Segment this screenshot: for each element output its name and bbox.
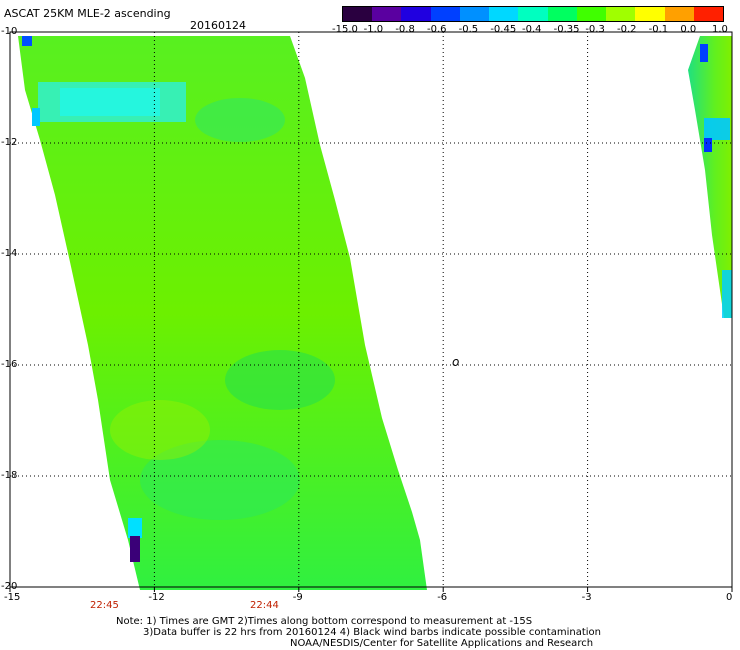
edge-pixel-blue (704, 138, 712, 152)
colorbar-label: -0.45 (490, 24, 517, 35)
x-tick-label: -12 (148, 592, 165, 603)
note-line-3: NOAA/NESDIS/Center for Satellite Applica… (290, 638, 594, 649)
edge-pixel-blue (700, 44, 708, 62)
y-tick-label: -12 (1, 137, 18, 148)
edge-pixel-cyan (722, 270, 732, 318)
colorbar-swatch (693, 7, 724, 21)
time-label: 22:44 (250, 600, 279, 611)
grid-lines (10, 32, 732, 587)
green-band (140, 440, 300, 520)
position-marker: o (452, 355, 459, 369)
colorbar-label: -0.6 (427, 24, 447, 35)
colorbar-swatch (576, 7, 607, 21)
edge-pixel-cyan (704, 118, 730, 140)
note-line-2: 3)Data buffer is 22 hrs from 20160124 4)… (143, 627, 601, 638)
colorbar-label: -15.0 (332, 24, 358, 35)
edge-pixel-cyan (32, 108, 40, 126)
cyan-patch-core (60, 88, 160, 116)
colorbar-label: -0.1 (648, 24, 669, 35)
colorbar-label: -0.3 (585, 24, 605, 35)
colorbar-swatch (635, 7, 665, 21)
edge-pixel-cyan (128, 518, 142, 538)
colorbar-label: 0.0 (680, 24, 697, 35)
y-tick-label: -14 (1, 248, 18, 259)
colorbar-swatch (430, 7, 460, 21)
colorbar-swatch (606, 7, 636, 21)
y-tick-label: -18 (1, 470, 18, 481)
colorbar-labels: -15.0 -1.0 -0.8 -0.6 -0.5 -0.45 -0.4 -0.35 -0.3 -… (330, 24, 730, 36)
light-band (110, 400, 210, 460)
colorbar-label: -0.4 (522, 24, 542, 35)
colorbar-swatch (518, 7, 548, 21)
colorbar-label: -0.2 (617, 24, 637, 35)
colorbar-label: -0.35 (553, 24, 580, 35)
x-tick-label: -3 (581, 592, 592, 603)
colorbar-swatch (489, 7, 519, 21)
green-band (225, 350, 335, 410)
colorbar-label: -1.0 (363, 24, 384, 35)
note-line-1: Note: 1) Times are GMT 2)Times along bot… (116, 616, 533, 627)
colorbar-swatch (459, 7, 490, 21)
data-swath-right (688, 36, 732, 318)
colorbar-swatch (343, 7, 373, 21)
green-band (195, 98, 285, 142)
x-tick-label: -15 (4, 592, 21, 603)
edge-pixel-purple (130, 536, 140, 562)
data-swath-main (18, 36, 427, 590)
time-label: 22:45 (90, 600, 119, 611)
plot-frame (9, 31, 733, 588)
colorbar (342, 6, 724, 22)
product-title: ASCAT 25KM MLE-2 ascending (4, 7, 171, 20)
y-tick-label: -16 (1, 359, 18, 370)
y-tick-label: -20 (1, 581, 18, 592)
x-tick-label: 0 (726, 592, 733, 603)
colorbar-swatch (664, 7, 694, 21)
colorbar-label: 1.0 (712, 24, 728, 35)
y-tick-label: -10 (1, 26, 18, 37)
x-tick-label: -6 (437, 592, 448, 603)
tick-marks (9, 587, 733, 592)
x-tick-label: -9 (292, 592, 303, 603)
edge-pixel-blue (22, 36, 32, 46)
colorbar-swatch (401, 7, 431, 21)
product-date: 20160124 (190, 19, 246, 32)
colorbar-label: -0.8 (395, 24, 415, 35)
colorbar-swatch (372, 7, 402, 21)
colorbar-label: -0.5 (458, 24, 479, 35)
colorbar-swatch (547, 7, 577, 21)
